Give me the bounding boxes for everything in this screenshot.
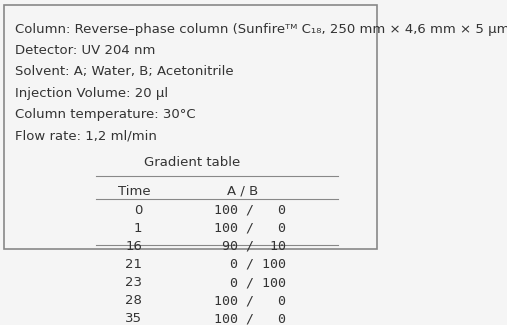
Text: 28: 28 bbox=[125, 294, 142, 307]
Text: Detector: UV 204 nm: Detector: UV 204 nm bbox=[15, 44, 156, 57]
Text: 23: 23 bbox=[125, 276, 142, 289]
Text: 16: 16 bbox=[125, 240, 142, 253]
Text: Time: Time bbox=[118, 185, 151, 198]
Text: 1: 1 bbox=[134, 222, 142, 235]
Text: Gradient table: Gradient table bbox=[144, 156, 240, 169]
Text: 100 /   0: 100 / 0 bbox=[214, 294, 286, 307]
Text: 90 /  10: 90 / 10 bbox=[214, 240, 286, 253]
Text: Solvent: A; Water, B; Acetonitrile: Solvent: A; Water, B; Acetonitrile bbox=[15, 65, 234, 78]
Text: 0 / 100: 0 / 100 bbox=[214, 258, 286, 271]
Text: Column temperature: 30°C: Column temperature: 30°C bbox=[15, 108, 196, 121]
FancyBboxPatch shape bbox=[4, 5, 377, 249]
Text: 0: 0 bbox=[134, 204, 142, 217]
Text: 100 /   0: 100 / 0 bbox=[214, 204, 286, 217]
Text: 35: 35 bbox=[125, 312, 142, 325]
Text: Injection Volume: 20 μl: Injection Volume: 20 μl bbox=[15, 87, 168, 100]
Text: 100 /   0: 100 / 0 bbox=[214, 312, 286, 325]
Text: 100 /   0: 100 / 0 bbox=[214, 222, 286, 235]
Text: 0 / 100: 0 / 100 bbox=[214, 276, 286, 289]
Text: A / B: A / B bbox=[227, 185, 258, 198]
Text: Flow rate: 1,2 ml/min: Flow rate: 1,2 ml/min bbox=[15, 129, 157, 142]
Text: Column: Reverse–phase column (Sunfireᵀᴹ C₁₈, 250 mm × 4,6 mm × 5 μm): Column: Reverse–phase column (Sunfireᵀᴹ … bbox=[15, 23, 507, 36]
Text: 21: 21 bbox=[125, 258, 142, 271]
